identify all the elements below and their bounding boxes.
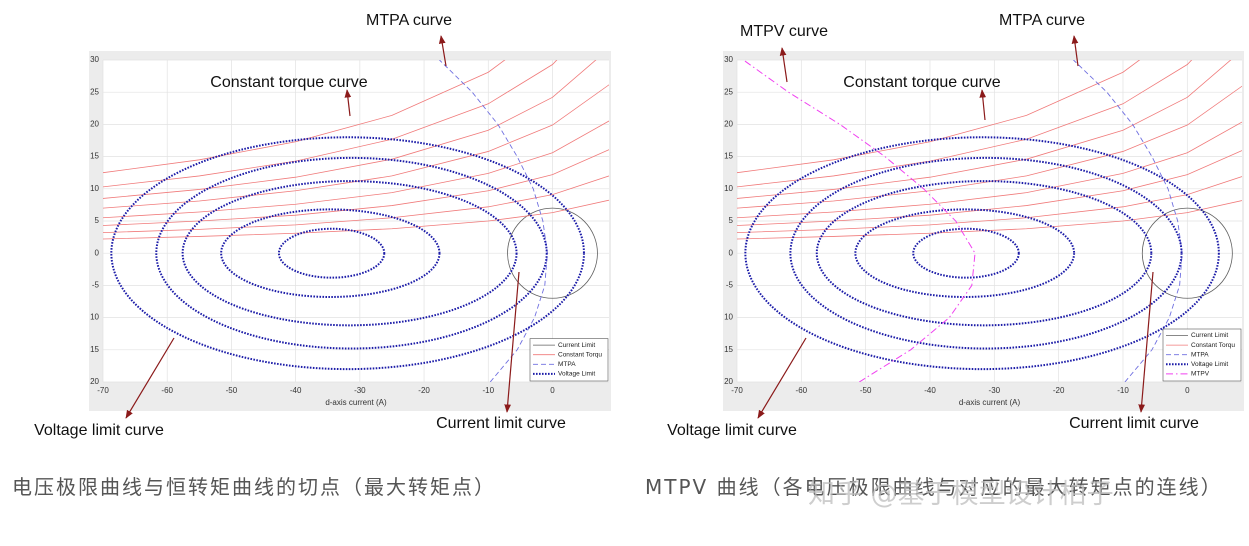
annotation-arrow: [779, 47, 788, 83]
curve: [103, 120, 609, 219]
y-tick-label: 15: [90, 152, 99, 161]
y-tick-label: 0: [729, 248, 734, 257]
curve: [743, 60, 976, 382]
y-tick-label: 10: [724, 313, 733, 322]
annotation: Constant torque curve: [210, 74, 368, 91]
x-tick-label: 0: [1185, 386, 1190, 395]
current-limit-circle: [507, 207, 598, 299]
voltage-limit-ellipse: [155, 156, 548, 350]
voltage-limit-ellipse: [744, 136, 1220, 371]
x-tick-label: -30: [354, 386, 366, 395]
voltage-limit-ellipse: [110, 136, 585, 371]
y-tick-label: -5: [92, 281, 100, 290]
x-tick-label: -70: [731, 386, 743, 395]
annotation: MTPA curve: [999, 12, 1085, 29]
y-tick-label: 15: [724, 152, 733, 161]
annotation-arrow: [757, 337, 807, 419]
caption: MTPV 曲线（各电压极限曲线与对应的最大转矩点的连线）: [645, 475, 1223, 499]
annotation-arrow: [504, 271, 520, 413]
x-tick-label: -40: [290, 386, 302, 395]
x-tick-label: -50: [226, 386, 238, 395]
y-tick-label: 25: [90, 87, 99, 96]
y-tick-label: 0: [95, 248, 100, 257]
y-tick-label: 20: [724, 120, 733, 129]
x-tick-label: -10: [1117, 386, 1129, 395]
curve: [737, 60, 1193, 188]
y-tick-label: 20: [90, 377, 99, 386]
x-tick-label: -60: [796, 386, 808, 395]
legend-label: Voltage Limit: [558, 371, 595, 378]
legend-label: Current Limit: [1191, 332, 1228, 339]
curve: [103, 199, 609, 240]
current-limit-circle: [1141, 207, 1233, 299]
y-tick-label: 5: [729, 216, 734, 225]
x-tick-label: -30: [989, 386, 1001, 395]
annotation: Current limit curve: [1069, 415, 1199, 432]
annotation: MTPA curve: [366, 12, 452, 29]
voltage-limit-ellipse: [220, 208, 441, 298]
legend-label: Constant Torqu: [558, 351, 602, 358]
x-axis-label: d-axis current (A): [959, 398, 1021, 407]
y-tick-label: 20: [724, 377, 733, 386]
legend-label: Voltage Limit: [1191, 361, 1228, 368]
x-tick-label: -10: [482, 386, 494, 395]
x-tick-label: -50: [860, 386, 872, 395]
curve: [737, 121, 1242, 219]
voltage-limit-ellipse: [815, 180, 1153, 327]
x-tick-label: -70: [97, 386, 109, 395]
legend-label: MTPA: [558, 361, 576, 368]
x-tick-label: -60: [161, 386, 173, 395]
y-tick-label: 10: [724, 184, 733, 193]
annotation-arrow: [1071, 35, 1079, 67]
legend-label: Constant Torqu: [1191, 342, 1235, 349]
x-tick-label: 0: [550, 386, 555, 395]
annotation-arrow: [125, 337, 175, 419]
watermark: 知乎 @基于模型设计柏子: [808, 479, 1114, 510]
x-axis-label: d-axis current (A): [325, 398, 387, 407]
annotation-arrow: [344, 89, 352, 117]
y-tick-label: 10: [90, 184, 99, 193]
legend-label: Current Limit: [558, 342, 595, 349]
y-tick-label: -5: [726, 281, 734, 290]
annotation-arrow: [438, 35, 447, 67]
curve: [737, 60, 1232, 199]
voltage-limit-ellipse: [181, 180, 518, 327]
annotation-arrow: [979, 89, 987, 121]
x-tick-label: -40: [924, 386, 936, 395]
voltage-limit-ellipse: [277, 227, 386, 279]
y-tick-label: 25: [724, 87, 733, 96]
y-tick-label: 20: [90, 120, 99, 129]
caption: 电压极限曲线与恒转矩曲线的切点（最大转矩点）: [12, 475, 496, 499]
y-tick-label: 15: [90, 345, 99, 354]
y-tick-label: 15: [724, 345, 733, 354]
x-tick-label: -20: [1053, 386, 1065, 395]
plot-marks: [737, 60, 1242, 382]
annotation: Voltage limit curve: [34, 422, 164, 439]
plot-marks: [103, 60, 609, 382]
x-tick-label: -20: [418, 386, 430, 395]
y-tick-label: 5: [95, 216, 100, 225]
curve: [737, 85, 1242, 209]
annotation-arrow: [1138, 271, 1154, 413]
voltage-limit-ellipse: [912, 227, 1020, 279]
y-tick-label: 10: [90, 313, 99, 322]
legend-label: MTPA: [1191, 351, 1209, 358]
y-tick-label: 30: [724, 55, 733, 64]
y-tick-label: 30: [90, 55, 99, 64]
voltage-limit-ellipse: [789, 156, 1183, 350]
curve: [737, 60, 1141, 174]
annotation: MTPV curve: [740, 23, 828, 40]
annotation: Voltage limit curve: [667, 422, 797, 439]
curve: [103, 84, 609, 209]
annotation: Current limit curve: [436, 415, 566, 432]
curve: [737, 150, 1242, 226]
annotation: Constant torque curve: [843, 74, 1001, 91]
curve: [103, 60, 506, 174]
curve: [737, 200, 1242, 240]
legend-label: MTPV: [1191, 371, 1210, 378]
